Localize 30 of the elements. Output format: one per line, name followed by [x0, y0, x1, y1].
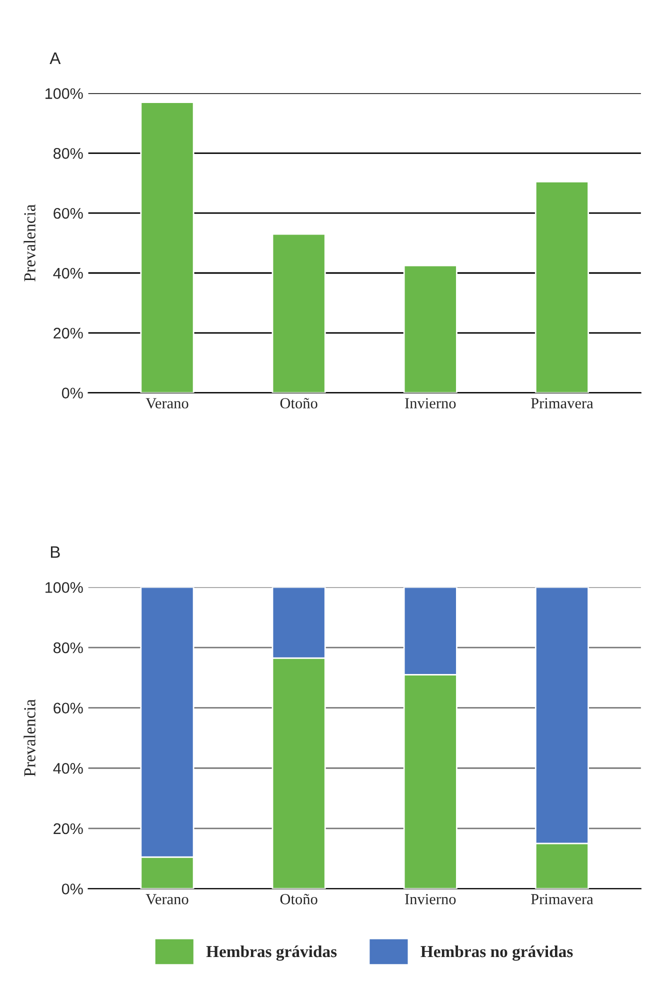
x-tick-label: Otoño	[280, 398, 318, 408]
y-tick-label: 80%	[54, 642, 83, 654]
y-tick-label: 60%	[54, 208, 83, 219]
legend-label: Hembras no grávidas	[420, 945, 573, 961]
x-tick-label: Primavera	[531, 398, 594, 408]
y-tick-label: 100%	[46, 88, 83, 99]
x-tick-label: Otoño	[280, 894, 318, 904]
y-tick-label: 40%	[53, 762, 83, 774]
y-tick-label: 20%	[54, 823, 83, 834]
x-tick-label: Verano	[146, 398, 188, 408]
x-tick-label: Invierno	[405, 894, 456, 904]
y-tick-label: 0%	[62, 884, 83, 894]
y-axis-title: Prevalencia	[24, 204, 36, 282]
y-tick-label: 20%	[54, 328, 83, 339]
bar	[403, 264, 458, 393]
chart-title: B	[50, 546, 60, 558]
y-tick-label: 0%	[62, 388, 83, 398]
y-axis-title: Prevalencia	[24, 699, 36, 776]
chart-title: A	[50, 52, 61, 64]
bar	[140, 102, 194, 393]
x-tick-label: Verano	[146, 894, 188, 904]
y-tick-label: 60%	[54, 702, 83, 714]
y-tick-label: 40%	[53, 268, 83, 279]
x-tick-label: Invierno	[405, 398, 456, 408]
legend-label: Hembras grávidas	[206, 945, 337, 961]
y-tick-label: 100%	[46, 582, 83, 593]
bar	[534, 180, 589, 393]
y-tick-label: 80%	[54, 148, 83, 159]
bar	[272, 233, 326, 393]
x-tick-label: Primavera	[531, 894, 594, 904]
